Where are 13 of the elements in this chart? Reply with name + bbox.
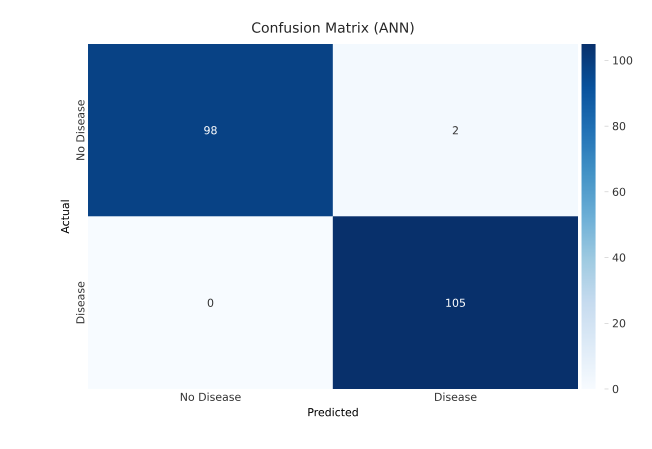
data-label: 0: [208, 298, 214, 307]
color-bar-label: 20: [612, 319, 626, 328]
chart-title: Confusion Matrix (ANN): [252, 22, 414, 34]
data-label: 2: [452, 126, 458, 134]
color-bar-label: 40: [612, 253, 626, 262]
y-axis-title: Actual: [60, 200, 70, 234]
color-bar-label: 80: [612, 122, 626, 130]
x-axis-title: Predicted: [308, 408, 358, 416]
data-label: 98: [204, 126, 217, 134]
color-bar-label: 0: [612, 384, 618, 394]
color-bar-label: 100: [613, 56, 632, 65]
data-label: 105: [446, 298, 466, 307]
color-bar-label: 60: [612, 188, 626, 196]
